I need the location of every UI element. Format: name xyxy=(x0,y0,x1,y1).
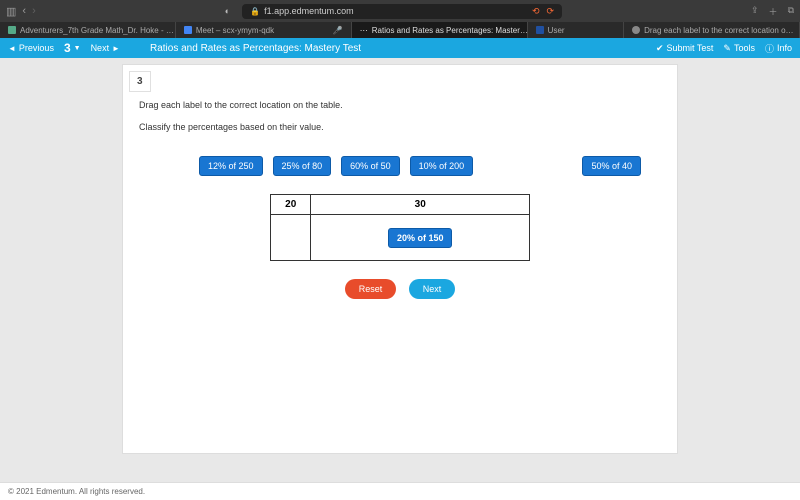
url-text: f1.app.edmentum.com xyxy=(264,6,354,16)
tab-label: Drag each label to the correct location … xyxy=(644,26,793,35)
mic-icon: 🎤 xyxy=(333,26,343,35)
app-bar: ◄Previous 3▼ Next◄ Ratios and Rates as P… xyxy=(0,38,800,58)
next-button[interactable]: Next◄ xyxy=(91,43,120,53)
browser-tab[interactable]: Adventurers_7th Grade Math_Dr. Hoke - … xyxy=(0,22,176,38)
check-icon: ✔ xyxy=(656,43,664,54)
table-header: 20 xyxy=(271,195,311,215)
draggable-labels-row: 12% of 250 25% of 80 60% of 50 10% of 20… xyxy=(139,156,661,176)
browser-nav: ▥ ‹ › xyxy=(6,5,36,18)
button-row: Reset Next xyxy=(139,279,661,299)
question-card: 3 Drag each label to the correct locatio… xyxy=(122,64,678,454)
question-body: Drag each label to the correct location … xyxy=(123,92,677,307)
browser-tab[interactable]: ⋯ Ratios and Rates as Percentages: Master… xyxy=(352,22,528,38)
tab-label: Ratios and Rates as Percentages: Master… xyxy=(372,26,528,35)
drag-label[interactable]: 10% of 200 xyxy=(410,156,474,176)
next-question-button[interactable]: Next xyxy=(409,279,456,299)
tabs-icon[interactable]: ⧉ xyxy=(788,5,794,18)
drag-label[interactable]: 60% of 50 xyxy=(341,156,400,176)
reader-icon[interactable]: ⟲ xyxy=(532,6,540,17)
page-title: Ratios and Rates as Percentages: Mastery… xyxy=(150,43,361,54)
favicon-icon xyxy=(8,26,16,34)
sidebar-toggle-icon[interactable]: ▥ xyxy=(6,5,16,18)
content-area: 3 Drag each label to the correct locatio… xyxy=(0,58,800,454)
drop-cell[interactable] xyxy=(271,215,311,261)
question-number: 3 xyxy=(129,71,151,92)
drop-cell[interactable]: 20% of 150 xyxy=(311,215,530,261)
browser-chrome: ▥ ‹ › ◐ 🔒 f1.app.edmentum.com ⟲ ⟳ ⇪ ＋ ⧉ xyxy=(0,0,800,22)
chevron-left-icon: ◄ xyxy=(8,44,16,53)
tools-label: Tools xyxy=(734,43,755,53)
shield-icon[interactable]: ◐ xyxy=(225,6,230,16)
lock-icon: 🔒 xyxy=(250,7,260,16)
drag-label[interactable]: 50% of 40 xyxy=(582,156,641,176)
refresh-icon[interactable]: ⟳ xyxy=(547,6,555,17)
reset-button[interactable]: Reset xyxy=(345,279,397,299)
browser-tab[interactable]: Drag each label to the correct location … xyxy=(624,22,800,38)
tab-prefix: ⋯ xyxy=(360,26,368,35)
share-icon[interactable]: ⇪ xyxy=(751,5,759,18)
submit-label: Submit Test xyxy=(667,43,714,53)
counter-value: 3 xyxy=(64,41,71,55)
drop-table: 20 30 20% of 150 xyxy=(270,194,530,261)
new-tab-icon[interactable]: ＋ xyxy=(769,5,778,18)
back-icon[interactable]: ‹ xyxy=(22,5,26,17)
browser-tab[interactable]: Meet – scx-ymym-qdk 🎤 xyxy=(176,22,352,38)
favicon-icon xyxy=(536,26,544,34)
submit-test-button[interactable]: ✔Submit Test xyxy=(656,43,713,54)
browser-tab[interactable]: User xyxy=(528,22,624,38)
next-label: Next xyxy=(91,43,110,53)
favicon-icon xyxy=(184,26,192,34)
tools-button[interactable]: ✎Tools xyxy=(723,43,755,54)
tab-strip: Adventurers_7th Grade Math_Dr. Hoke - … … xyxy=(0,22,800,38)
url-bar[interactable]: 🔒 f1.app.edmentum.com ⟲ ⟳ xyxy=(242,4,562,19)
forward-icon[interactable]: › xyxy=(32,5,36,17)
table-header: 30 xyxy=(311,195,530,215)
drag-label[interactable]: 12% of 250 xyxy=(199,156,263,176)
tab-label: User xyxy=(548,26,565,35)
info-button[interactable]: ⓘInfo xyxy=(765,42,792,55)
sub-instruction-text: Classify the percentages based on their … xyxy=(139,122,661,132)
footer-text: © 2021 Edmentum. All rights reserved. xyxy=(0,482,800,500)
chevron-right-icon: ◄ xyxy=(112,44,120,53)
wrench-icon: ✎ xyxy=(723,43,731,54)
info-label: Info xyxy=(777,43,792,53)
placed-label[interactable]: 20% of 150 xyxy=(388,228,453,248)
instruction-text: Drag each label to the correct location … xyxy=(139,100,661,110)
browser-actions: ⇪ ＋ ⧉ xyxy=(751,5,794,18)
previous-label: Previous xyxy=(19,43,54,53)
chevron-down-icon: ▼ xyxy=(74,45,81,52)
question-counter[interactable]: 3▼ xyxy=(64,41,81,55)
drag-label[interactable]: 25% of 80 xyxy=(273,156,332,176)
favicon-icon xyxy=(632,26,640,34)
info-icon: ⓘ xyxy=(765,42,774,55)
tab-label: Adventurers_7th Grade Math_Dr. Hoke - … xyxy=(20,26,174,35)
tab-label: Meet – scx-ymym-qdk xyxy=(196,26,274,35)
previous-button[interactable]: ◄Previous xyxy=(8,43,54,53)
